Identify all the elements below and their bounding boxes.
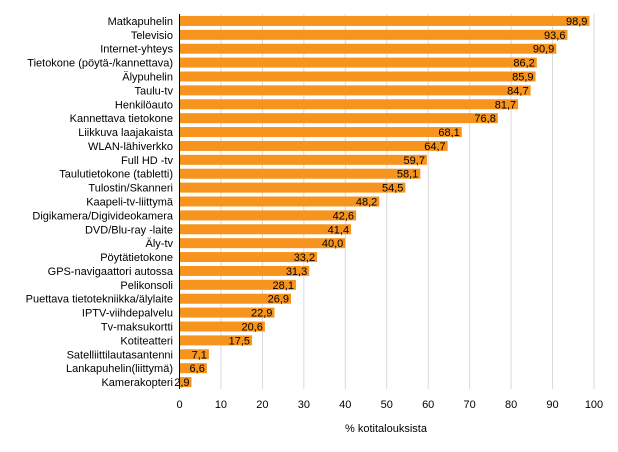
data-label: 28,1 bbox=[273, 280, 294, 292]
x-tick-label: 30 bbox=[298, 399, 310, 411]
x-tick-label: 50 bbox=[381, 399, 393, 411]
data-label: 68,1 bbox=[438, 127, 459, 139]
data-label: 59,7 bbox=[404, 155, 425, 167]
category-label: Satelliittilautasantenni bbox=[67, 349, 173, 361]
category-label: Liikkuva laajakaista bbox=[78, 127, 174, 139]
data-label: 20,6 bbox=[241, 322, 262, 334]
data-label: 31,3 bbox=[286, 266, 307, 278]
x-tick-label: 0 bbox=[176, 399, 182, 411]
category-label: Matkapuhelin bbox=[108, 16, 173, 28]
data-label: 42,6 bbox=[333, 210, 354, 222]
bars: 98,993,6 90,9 86,2 85,984,7 81,776,8 68,1 64,7… bbox=[174, 15, 590, 389]
x-tick-label: 90 bbox=[546, 399, 558, 411]
category-label: Tietokone (pöytä-/kannettava) bbox=[27, 58, 173, 70]
bar bbox=[179, 182, 406, 193]
bar bbox=[179, 29, 568, 40]
bar bbox=[179, 252, 318, 263]
data-label: 64,7 bbox=[424, 141, 445, 153]
category-label: WLAN-lähiverkko bbox=[88, 141, 173, 153]
category-label: Tulostin/Skanneri bbox=[88, 183, 173, 195]
data-label: 6,6 bbox=[190, 363, 205, 375]
x-tick-labels: 0 10 20 30 40 50 60 70 80 90 100 bbox=[176, 399, 603, 411]
bar bbox=[179, 335, 253, 346]
x-tick-label: 20 bbox=[256, 399, 268, 411]
category-label: Televisio bbox=[131, 30, 173, 42]
x-tick-label: 60 bbox=[422, 399, 434, 411]
x-tick-label: 40 bbox=[339, 399, 351, 411]
data-label: 48,2 bbox=[356, 197, 377, 209]
bar bbox=[179, 43, 557, 54]
x-tick-label: 10 bbox=[215, 399, 227, 411]
data-label: 54,5 bbox=[382, 183, 403, 195]
category-label: Digikamera/Digivideokamera bbox=[32, 210, 173, 222]
bar bbox=[179, 210, 357, 221]
x-tick-label: 70 bbox=[464, 399, 476, 411]
category-labels: Matkapuhelin Televisio Internet-yhteys Tiet… bbox=[26, 16, 174, 389]
bar bbox=[179, 279, 296, 290]
bar bbox=[179, 196, 380, 207]
category-label: GPS-navigaattori autossa bbox=[48, 266, 174, 278]
bar bbox=[179, 71, 536, 82]
bar bbox=[179, 113, 498, 124]
category-label: Kamerakopteri bbox=[101, 377, 173, 389]
data-label: 85,9 bbox=[512, 72, 533, 84]
category-label: Puettava tietotekniikka/älylaite bbox=[26, 294, 173, 306]
data-label: 7,1 bbox=[192, 349, 207, 361]
category-label: Älypuhelin bbox=[122, 72, 173, 84]
bar bbox=[179, 238, 346, 249]
data-label: 26,9 bbox=[268, 294, 289, 306]
x-axis-label: % kotitalouksista bbox=[345, 423, 428, 435]
bar bbox=[179, 321, 265, 332]
data-label: 93,6 bbox=[544, 30, 565, 42]
category-label: Kannettava tietokone bbox=[70, 113, 173, 125]
category-label: IPTV-viihdepalvelu bbox=[82, 308, 173, 320]
category-label: Internet-yhteys bbox=[100, 44, 173, 56]
data-label: 58,1 bbox=[397, 169, 418, 181]
category-label: Kotiteatteri bbox=[120, 335, 173, 347]
bar bbox=[179, 154, 427, 165]
data-label: 90,9 bbox=[533, 44, 554, 56]
category-label: DVD/Blu-ray -laite bbox=[85, 224, 173, 236]
category-label: Pelikonsoli bbox=[120, 280, 173, 292]
bar bbox=[179, 99, 519, 110]
category-label: Pöytätietokone bbox=[100, 252, 173, 264]
category-label: Henkilöauto bbox=[115, 99, 173, 111]
category-label: Taulutietokone (tabletti) bbox=[59, 169, 173, 181]
bar bbox=[179, 377, 192, 388]
bar bbox=[179, 293, 292, 304]
data-label: 81,7 bbox=[495, 99, 516, 111]
data-label: 86,2 bbox=[513, 58, 534, 70]
data-label: 76,8 bbox=[474, 113, 495, 125]
data-label: 41,4 bbox=[328, 224, 349, 236]
x-tick-label: 100 bbox=[585, 399, 603, 411]
category-label: Lankapuhelin(liittymä) bbox=[66, 363, 173, 375]
bar bbox=[179, 57, 537, 68]
data-label: 2,9 bbox=[174, 377, 189, 389]
data-label: 33,2 bbox=[294, 252, 315, 264]
data-label: 17,5 bbox=[229, 335, 250, 347]
category-label: Taulu-tv bbox=[134, 85, 173, 97]
category-label: Äly-tv bbox=[146, 238, 174, 250]
bar bbox=[179, 349, 209, 360]
bar bbox=[179, 127, 462, 138]
bar bbox=[179, 85, 531, 96]
category-label: Kaapeli-tv-liittymä bbox=[86, 197, 174, 209]
data-label: 40,0 bbox=[322, 238, 343, 250]
bar bbox=[179, 363, 207, 374]
bar bbox=[179, 224, 352, 235]
data-label: 22,9 bbox=[251, 308, 272, 320]
category-label: Tv-maksukortti bbox=[101, 322, 173, 334]
bar bbox=[179, 265, 310, 276]
bar bbox=[179, 140, 448, 151]
x-tick-label: 80 bbox=[505, 399, 517, 411]
data-label: 98,9 bbox=[566, 16, 587, 28]
bar bbox=[179, 15, 590, 26]
bar bbox=[179, 168, 421, 179]
bar bbox=[179, 307, 275, 318]
category-label: Full HD -tv bbox=[121, 155, 173, 167]
data-label: 84,7 bbox=[507, 85, 528, 97]
